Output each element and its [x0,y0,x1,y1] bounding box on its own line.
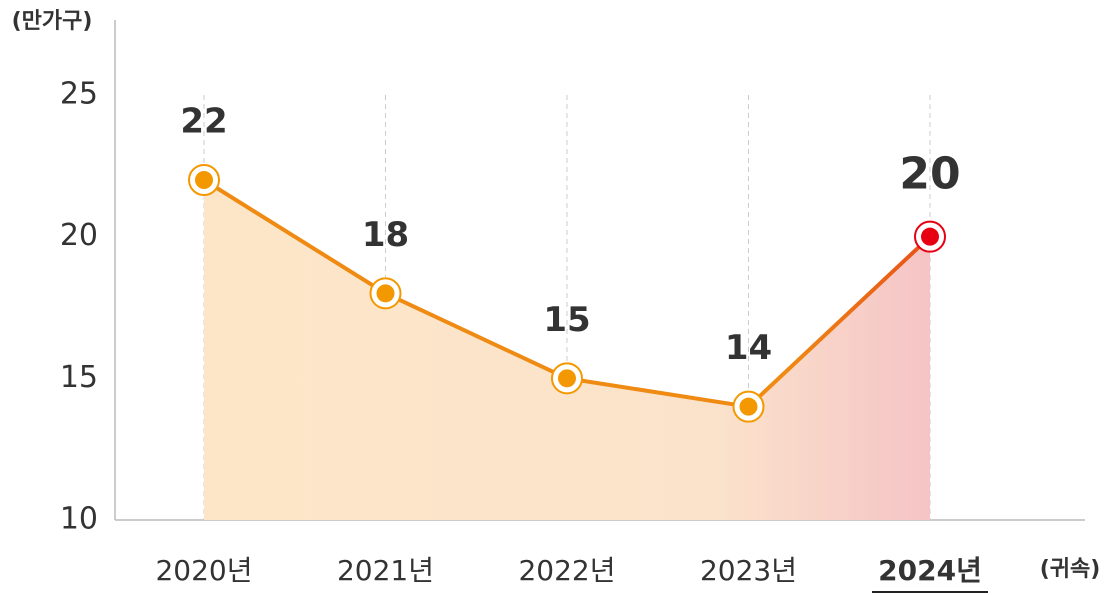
marker [195,171,213,189]
x-tick-label: 2020년 [155,554,252,587]
value-label: 20 [899,149,960,200]
value-label: 22 [180,102,227,142]
marker [558,369,576,388]
value-label: 15 [543,300,590,340]
y-tick-label: 15 [60,360,98,395]
value-label: 18 [362,215,409,255]
marker [739,397,758,416]
y-axis-label: (만가구) [12,9,93,34]
x-tick-label: 2021년 [337,554,434,587]
y-tick-label: 10 [60,502,98,537]
y-tick-label: 20 [60,218,98,253]
value-label: 14 [725,328,772,368]
marker [376,284,395,303]
y-tick-label: 25 [60,77,98,112]
x-tick-label: 2022년 [518,554,615,587]
x-tick-label: 2024년 [878,554,982,587]
x-tick-label: 2023년 [700,554,797,587]
area [204,180,930,520]
x-axis-label: (귀속) [1040,557,1101,582]
marker [921,227,939,246]
